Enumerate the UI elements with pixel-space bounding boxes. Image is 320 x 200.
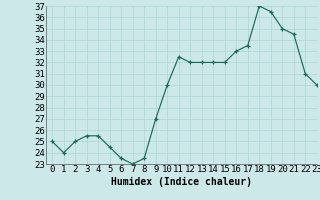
X-axis label: Humidex (Indice chaleur): Humidex (Indice chaleur)	[111, 177, 252, 187]
